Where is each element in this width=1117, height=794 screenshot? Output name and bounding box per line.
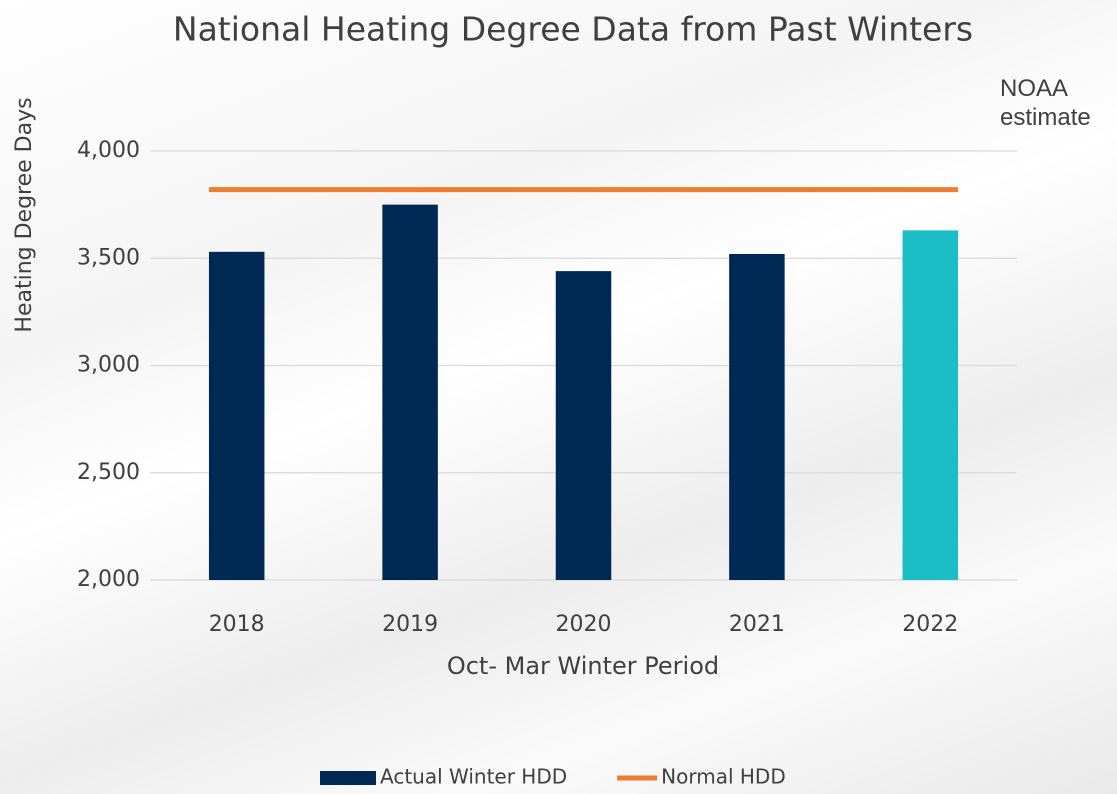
x-axis-label: Oct- Mar Winter Period bbox=[447, 652, 719, 680]
legend-label: Normal HDD bbox=[661, 765, 786, 789]
y-axis-label: Heating Degree Days bbox=[12, 97, 37, 332]
y-tick-label: 2,500 bbox=[77, 460, 140, 485]
bar bbox=[729, 253, 785, 580]
y-tick-label: 3,500 bbox=[77, 245, 140, 270]
y-tick-label: 3,000 bbox=[77, 353, 140, 378]
legend-label: Actual Winter HDD bbox=[380, 765, 567, 789]
x-tick-label: 2020 bbox=[556, 612, 612, 637]
x-tick-label: 2019 bbox=[382, 612, 438, 637]
y-tick-label: 4,000 bbox=[77, 138, 140, 163]
x-tick-label: 2022 bbox=[902, 612, 958, 637]
x-tick-label: 2021 bbox=[729, 612, 785, 637]
bar bbox=[208, 251, 265, 580]
annotation: NOAA estimate bbox=[1000, 75, 1091, 131]
bar bbox=[382, 204, 438, 580]
bar bbox=[555, 271, 612, 580]
x-tick-label: 2018 bbox=[209, 612, 265, 637]
chart-title: National Heating Degree Data from Past W… bbox=[173, 10, 973, 49]
legend-swatch bbox=[320, 771, 376, 785]
bar bbox=[902, 230, 959, 581]
y-tick-label: 2,000 bbox=[77, 567, 140, 592]
